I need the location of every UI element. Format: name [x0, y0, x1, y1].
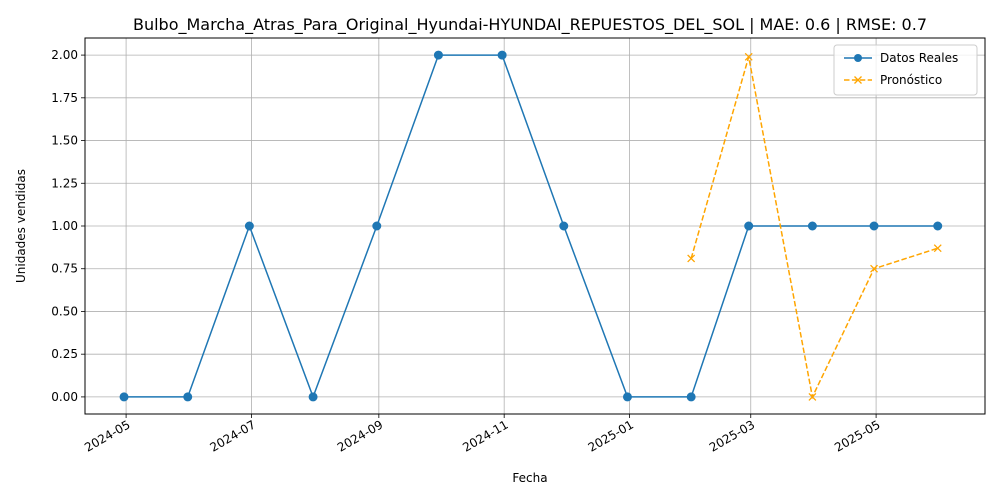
series-layer — [119, 50, 943, 402]
data-point — [119, 392, 129, 402]
data-point — [183, 392, 193, 402]
legend-marker — [854, 76, 862, 84]
data-point — [687, 254, 696, 263]
legend-marker — [854, 54, 862, 62]
data-point — [933, 244, 942, 253]
y-tick-label: 1.25 — [51, 176, 78, 190]
plot-area — [84, 37, 986, 415]
legend: Datos Reales Pronóstico — [833, 44, 978, 96]
y-tick-label: 2.00 — [51, 48, 78, 62]
y-tick-label: 0.75 — [51, 262, 78, 276]
series-datos-reales — [119, 50, 943, 402]
legend-item: Pronóstico — [844, 73, 942, 87]
data-point — [933, 221, 943, 231]
data-point — [808, 392, 817, 401]
y-tick-label: 1.50 — [51, 134, 78, 148]
marker-stroke — [744, 52, 753, 61]
data-point — [686, 392, 696, 402]
x-axis-label: Fecha — [512, 471, 547, 485]
data-point — [807, 221, 817, 231]
y-tick-label: 1.00 — [51, 219, 78, 233]
data-point — [744, 221, 754, 231]
legend-label: Datos Reales — [880, 51, 958, 65]
marker-stroke — [933, 244, 942, 253]
data-point — [308, 392, 318, 402]
data-point — [870, 264, 879, 273]
data-point — [433, 50, 443, 60]
marker-stroke — [870, 264, 879, 273]
marker-stroke — [687, 254, 696, 263]
series-pronostico — [687, 52, 942, 401]
marker-stroke — [808, 392, 817, 401]
data-point — [372, 221, 382, 231]
y-tick-label: 0.25 — [51, 347, 78, 361]
chart-title: Bulbo_Marcha_Atras_Para_Original_Hyundai… — [133, 15, 927, 35]
data-point — [244, 221, 254, 231]
data-point — [622, 392, 632, 402]
y-tick-label: 1.75 — [51, 91, 78, 105]
legend-item: Datos Reales — [844, 51, 958, 65]
y-axis-label: Unidades vendidas — [14, 169, 28, 283]
data-point — [497, 50, 507, 60]
legend-label: Pronóstico — [880, 73, 942, 87]
data-point — [744, 52, 753, 61]
data-point — [869, 221, 879, 231]
y-axis: 0.00 0.25 0.50 0.75 1.00 1.25 1.50 1.75 2.00 — [51, 48, 85, 404]
data-point — [559, 221, 569, 231]
y-tick-label: 0.00 — [51, 390, 78, 404]
y-tick-label: 0.50 — [51, 304, 78, 318]
series-line — [124, 54, 938, 400]
